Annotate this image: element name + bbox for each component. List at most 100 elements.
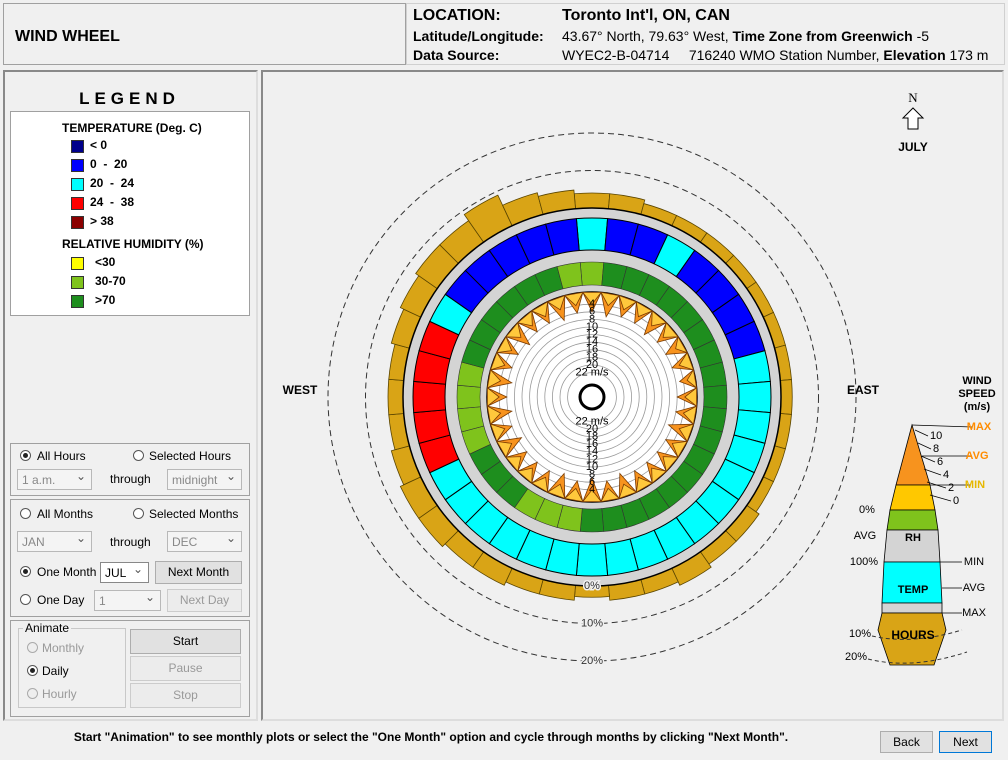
month-to[interactable]: DEC (167, 531, 242, 552)
wind-tick-label: 20 (586, 359, 598, 371)
temp-swatch (71, 178, 84, 191)
key-leader (911, 424, 973, 428)
month-from[interactable]: JAN (17, 531, 92, 552)
wind-tick-label: 20 (586, 423, 598, 435)
wind-avg-spike (651, 467, 668, 484)
selected-hours[interactable]: Selected Hours (149, 449, 232, 463)
key-label: RH (905, 532, 921, 544)
key-label: TEMP (898, 584, 929, 596)
radio-selected-hours[interactable] (133, 450, 144, 461)
key-wind-title: (m/s) (964, 401, 991, 413)
rh-label: 30-70 (95, 274, 126, 288)
monthly[interactable]: Monthly (42, 641, 85, 655)
rh-title: RELATIVE HUMIDITY (%) (62, 237, 204, 251)
radio-monthly[interactable] (27, 642, 38, 653)
temp-sector (575, 217, 609, 252)
radio-selected-months[interactable] (133, 508, 144, 519)
wind-avg-spike (651, 310, 668, 327)
legend-title: LEGEND (79, 89, 180, 108)
key-label: MIN (964, 556, 984, 568)
wind-tick-label: 4 (589, 484, 595, 496)
wind-grid-circle (551, 356, 632, 437)
wind-avg-spike (496, 335, 513, 354)
key-label: 20% (845, 651, 867, 663)
key-dashed (867, 651, 968, 664)
north-label: N (908, 90, 918, 105)
wind-avg-spike (678, 423, 695, 443)
next-day-button[interactable]: Next Day (167, 589, 242, 612)
info-box (406, 3, 1005, 65)
wind-tick-label: 14 (586, 446, 598, 458)
wind-tick-label: 12 (586, 453, 598, 465)
wind-avg-spike (486, 368, 502, 389)
next-month-button[interactable]: Next Month (155, 561, 242, 584)
temp-sector (737, 380, 772, 414)
all-hours[interactable]: All Hours (37, 449, 86, 463)
location: Toronto Int'l, ON, CAN (562, 7, 730, 24)
wind-grid-circle (513, 318, 670, 475)
back-button[interactable]: Back (880, 731, 933, 753)
north-arrow (901, 107, 925, 130)
day-select[interactable]: 1 (94, 590, 161, 611)
rh-swatch (71, 257, 84, 270)
wind-tick-label: 4 (589, 298, 595, 310)
tz: -5 (916, 28, 930, 44)
title: WIND WHEEL (15, 28, 120, 45)
through: through (110, 535, 151, 549)
wind-avg-spike (530, 476, 549, 493)
one-month[interactable]: One Month (37, 565, 97, 579)
wind-tick-label: 8 (589, 313, 595, 325)
center-circle (578, 383, 606, 411)
wind-avg-spike (546, 294, 566, 311)
wind-avg-spike (505, 321, 522, 338)
one-day[interactable]: One Day (37, 593, 85, 607)
wind-avg-spike (582, 489, 602, 503)
animate-fieldset (18, 628, 126, 708)
wind-avg-spike (496, 440, 513, 459)
plot-panel (261, 70, 1004, 721)
temp-label: < 0 (90, 138, 108, 152)
next-button[interactable]: Next (939, 731, 992, 753)
selected-months[interactable]: Selected Months (149, 507, 239, 521)
radio-one-month[interactable] (20, 566, 31, 577)
wind-grid-circle (544, 349, 640, 445)
hours-bar (387, 378, 405, 416)
radio-one-day[interactable] (20, 594, 31, 605)
radio-all-months[interactable] (20, 508, 31, 519)
rh-sector (703, 384, 728, 410)
wind-grid-circle (521, 326, 663, 468)
wind-avg-spike (686, 368, 698, 389)
wind-avg-spike (505, 456, 522, 473)
wind-avg-spike (546, 483, 566, 500)
wind-avg-spike (600, 291, 621, 307)
key-wind-title: SPEED (958, 388, 995, 400)
all-months[interactable]: All Months (37, 507, 94, 521)
radio-hourly[interactable] (27, 688, 38, 699)
key-scale-label: 6 (937, 456, 943, 468)
wind-avg-spike (635, 476, 654, 493)
pause-button[interactable]: Pause (130, 656, 241, 681)
key-leader (920, 455, 936, 463)
hours-bar (573, 192, 611, 210)
wind-tick-label: 16 (586, 344, 598, 356)
key-scale-label: 2 (948, 482, 954, 494)
months-group (10, 499, 250, 617)
hour-from[interactable]: 1 a.m. (17, 469, 92, 490)
hour-to[interactable]: midnight (167, 469, 242, 490)
daily[interactable]: Daily (42, 664, 69, 678)
wind-avg-spike (530, 301, 549, 318)
wind-tick-label: 18 (586, 431, 598, 443)
radio-all-hours[interactable] (20, 450, 31, 461)
location-label: LOCATION: (413, 7, 501, 24)
key-leader (929, 494, 952, 502)
title-box: WIND WHEEL (3, 3, 406, 65)
hourly[interactable]: Hourly (42, 687, 77, 701)
start-button[interactable]: Start (130, 629, 241, 654)
wind-avg-spike (618, 483, 638, 500)
temp-label: 20 - 24 (90, 176, 135, 190)
stop-button[interactable]: Stop (130, 683, 241, 708)
wind-avg-spike (563, 487, 584, 503)
wind-grid-circle (559, 364, 625, 430)
radio-daily[interactable] (27, 665, 38, 676)
month-select[interactable]: JUL (100, 562, 149, 583)
